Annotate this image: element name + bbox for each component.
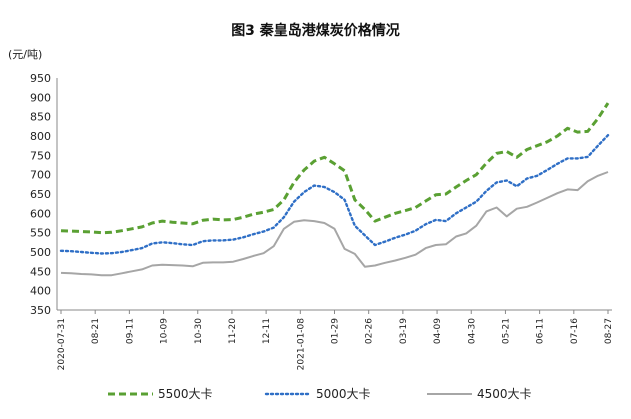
series-line-2 [60, 171, 609, 277]
legend: 5500大卡 5000大卡 4500大卡 [108, 387, 532, 401]
y-tick-label: 500 [30, 246, 51, 259]
y-unit-label: (元/吨) [8, 48, 42, 61]
x-tick-label: 03-19 [399, 318, 409, 344]
y-tick-label: 450 [30, 265, 51, 278]
y-tick-label: 350 [30, 304, 51, 317]
x-tick-label: 2020-07-31 [57, 318, 67, 370]
x-tick-label: 09-11 [125, 318, 135, 344]
y-tick-label: 900 [30, 91, 51, 104]
y-tick-label: 400 [30, 285, 51, 298]
x-axis: 2020-07-31 08-21 09-11 10-09 10-30 11-20 12-11… [57, 309, 614, 371]
y-tick-label: 550 [30, 227, 51, 240]
x-tick-label: 07-16 [570, 318, 580, 344]
x-tick-label: 2021-01-08 [296, 318, 306, 371]
legend-label: 5500大卡 [158, 387, 213, 401]
x-tick-label: 04-09 [433, 318, 443, 344]
plot-area [59, 102, 610, 277]
x-tick-label: 10-30 [194, 318, 204, 344]
y-axis: 350 400 450 500 550 600 650 700 750 800 850 900 950 [30, 72, 58, 317]
x-tick-label: 10-09 [160, 318, 170, 344]
x-tick-label: 06-11 [536, 318, 546, 344]
y-tick-label: 600 [30, 207, 51, 220]
legend-label: 5000大卡 [316, 387, 371, 401]
series-line-0 [60, 102, 610, 235]
x-tick-label: 12-11 [262, 318, 272, 344]
y-tick-label: 650 [30, 188, 51, 201]
y-tick-label: 800 [30, 130, 51, 143]
chart-title: 图3 秦皇岛港煤炭价格情况 [231, 23, 400, 39]
y-tick-label: 700 [30, 169, 51, 182]
y-tick-label: 950 [30, 72, 51, 85]
x-tick-label: 05-21 [501, 318, 511, 344]
x-tick-label: 01-29 [331, 318, 341, 344]
legend-label: 4500大卡 [477, 387, 532, 401]
x-tick-label: 04-30 [467, 318, 477, 344]
y-tick-label: 850 [30, 111, 51, 124]
x-tick-label: 11-20 [228, 318, 238, 344]
x-tick-label: 08-27 [604, 318, 614, 344]
y-tick-label: 750 [30, 149, 51, 162]
x-tick-label: 08-21 [91, 318, 101, 344]
series-line-1 [59, 134, 610, 255]
x-tick-label: 02-26 [365, 318, 375, 344]
